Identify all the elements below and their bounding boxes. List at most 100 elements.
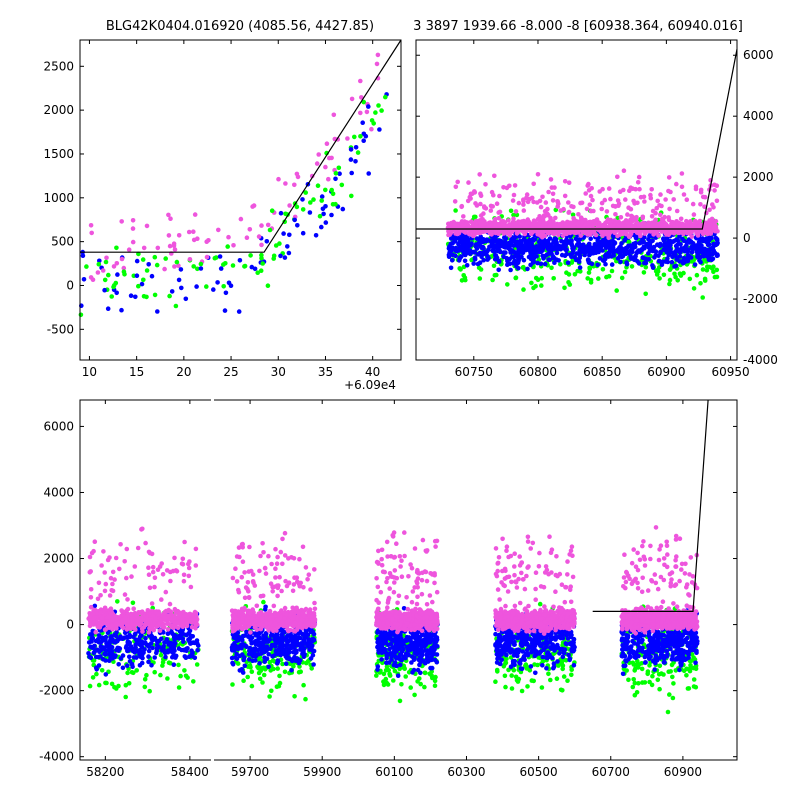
- top-left-point: [102, 277, 108, 283]
- top-right-point: [485, 253, 490, 259]
- top-right-point: [677, 259, 682, 264]
- top-right-point: [480, 244, 486, 250]
- top-left-point: [221, 284, 226, 289]
- top-right-point: [647, 248, 653, 254]
- top-left-point: [166, 233, 172, 238]
- top-left-point: [333, 176, 338, 182]
- top-left-point: [308, 200, 313, 205]
- bottom-point: [159, 597, 164, 602]
- top-right-point: [461, 214, 466, 219]
- top-left-point: [265, 283, 271, 289]
- top-right-point: [523, 241, 529, 246]
- top-right-point: [541, 239, 546, 244]
- bottom-point: [253, 633, 259, 638]
- top-right-point: [485, 257, 490, 262]
- bottom-point: [249, 669, 255, 674]
- top-left-point: [349, 170, 355, 176]
- bottom-point: [92, 643, 97, 649]
- top-left-point: [369, 126, 374, 132]
- bottom-point: [143, 635, 148, 641]
- top-right-point: [597, 256, 603, 261]
- bottom-point: [191, 640, 196, 645]
- bottom-point: [116, 662, 121, 667]
- top-right-point: [488, 203, 494, 209]
- top-left-point: [84, 264, 89, 269]
- bottom-point: [172, 606, 178, 612]
- top-left-point: [144, 223, 150, 229]
- top-left-point: [355, 150, 361, 155]
- top-right-point: [588, 236, 593, 242]
- top-right-point: [552, 255, 557, 261]
- top-right-point: [496, 258, 502, 264]
- top-left-point: [247, 227, 253, 232]
- top-right-point: [680, 247, 685, 253]
- top-right-point: [508, 208, 514, 214]
- bottom-point: [233, 655, 238, 660]
- top-left-point: [226, 280, 232, 286]
- top-left-point: [319, 224, 324, 230]
- bottom-point: [138, 609, 144, 615]
- bottom-point: [127, 659, 133, 664]
- top-right-point: [611, 249, 617, 254]
- bottom-point: [100, 645, 106, 650]
- top-right-point: [508, 267, 513, 273]
- top-right-point: [654, 272, 660, 277]
- top-left-point: [366, 104, 371, 109]
- top-right-point: [602, 222, 608, 227]
- bottom-point: [258, 644, 264, 649]
- bottom-point: [103, 581, 109, 587]
- top-left-point: [204, 254, 210, 260]
- top-right-point: [552, 244, 558, 249]
- bottom-point: [176, 662, 181, 668]
- bottom-point: [90, 675, 96, 680]
- bottom-point: [158, 652, 164, 658]
- top-right-xtick-label: 60950: [711, 365, 749, 379]
- top-right-point: [583, 191, 588, 196]
- bottom-point: [112, 654, 117, 660]
- top-right-point: [480, 250, 486, 256]
- top-right-point: [673, 243, 679, 249]
- top-right-point: [685, 230, 690, 236]
- top-left-point: [226, 234, 231, 240]
- top-right-point: [577, 255, 582, 261]
- top-left-point: [258, 268, 264, 274]
- top-right-point: [550, 191, 556, 197]
- top-right-point: [714, 228, 719, 234]
- top-right-points: [445, 168, 720, 300]
- bottom-point: [103, 672, 109, 677]
- top-right-point: [549, 265, 554, 271]
- top-left-point: [383, 94, 388, 100]
- top-right-point: [548, 215, 553, 221]
- top-left-point: [204, 284, 209, 289]
- top-left-ytick-label: -500: [47, 322, 74, 336]
- bottom-point: [101, 549, 106, 554]
- bottom-point: [266, 664, 271, 670]
- top-right-point: [460, 247, 466, 253]
- top-right-point: [461, 273, 467, 278]
- top-left-point: [287, 203, 292, 208]
- bottom-point: [144, 672, 149, 678]
- bottom-point: [308, 656, 314, 661]
- top-right-point: [710, 251, 715, 257]
- bottom-point: [98, 610, 103, 615]
- top-right-point: [567, 282, 573, 287]
- top-left-point: [162, 266, 167, 272]
- top-left-point: [315, 183, 321, 188]
- top-right-point: [622, 269, 628, 275]
- top-left-point: [316, 152, 322, 157]
- top-right-point: [624, 260, 629, 265]
- bottom-point: [189, 652, 194, 658]
- top-right-point: [714, 253, 720, 258]
- top-right-point: [581, 247, 586, 252]
- bottom-point: [106, 623, 111, 628]
- top-left-point: [174, 259, 180, 265]
- top-right-point: [556, 222, 562, 227]
- bottom-point: [102, 651, 107, 657]
- bottom-point: [258, 626, 264, 632]
- top-left-xtick-label: 35: [318, 365, 333, 379]
- top-right-point: [628, 231, 634, 237]
- top-left-point: [191, 237, 197, 243]
- top-right-point: [451, 225, 456, 231]
- top-right-point: [708, 229, 713, 235]
- top-left-point: [361, 138, 367, 143]
